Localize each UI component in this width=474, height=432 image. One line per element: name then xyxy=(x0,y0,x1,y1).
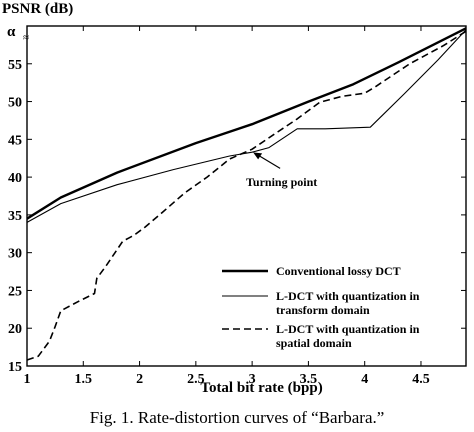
y-top-tick-label: α xyxy=(7,24,16,40)
series-line-1 xyxy=(26,27,467,220)
y-tick-label: 50 xyxy=(8,96,22,111)
legend-label-1: Conventional lossy DCT xyxy=(276,264,401,278)
series-line-3 xyxy=(26,30,467,361)
legend-label-2: L-DCT with quantization in transform doma… xyxy=(276,289,420,317)
y-axis-label: PSNR (dB) xyxy=(2,1,73,17)
y-tick-label: 30 xyxy=(8,247,22,262)
y-tick-label: 35 xyxy=(8,209,22,224)
x-tick-label: 1 xyxy=(24,372,31,387)
legend-label-3: L-DCT with quantization in spatial domain xyxy=(276,322,420,350)
y-tick-label: 15 xyxy=(8,360,22,375)
legend: Conventional lossy DCT L-DCT with quantiz… xyxy=(222,264,420,350)
x-tick-label: 4 xyxy=(361,372,368,387)
turning-point-label: Turning point xyxy=(246,175,317,189)
y-tick-label: 45 xyxy=(8,133,22,148)
x-tick-label: 3.5 xyxy=(300,372,318,387)
axis-break-mark: ≈ xyxy=(23,32,29,44)
y-tick-label: 40 xyxy=(8,171,22,186)
x-tick-label: 1.5 xyxy=(75,372,93,387)
plot-frame xyxy=(26,25,467,367)
figure-caption: Fig. 1. Rate-distortion curves of “Barba… xyxy=(89,408,385,427)
x-tick-label: 2.5 xyxy=(187,372,205,387)
series-line-2 xyxy=(26,29,467,223)
x-tick-label: 2 xyxy=(136,372,143,387)
y-tick-label: 55 xyxy=(8,58,22,73)
ticks: 1 1.5 2 2.5 3 3.5 4 4.5 15 20 25 30 35 40 45 50 55 α ≈ xyxy=(7,24,466,387)
turning-point-arrowhead xyxy=(253,152,263,160)
y-tick-label: 20 xyxy=(8,322,22,337)
y-tick-label: 25 xyxy=(8,284,22,299)
annotations: Turning point xyxy=(246,152,317,189)
x-tick-label: 4.5 xyxy=(412,372,430,387)
x-axis-label: Total bit rate (bpp) xyxy=(200,380,322,396)
series-lines xyxy=(26,27,467,361)
axes: PSNR (dB) Total bit rate (bpp) xyxy=(2,1,467,396)
x-tick-label: 3 xyxy=(249,372,256,387)
